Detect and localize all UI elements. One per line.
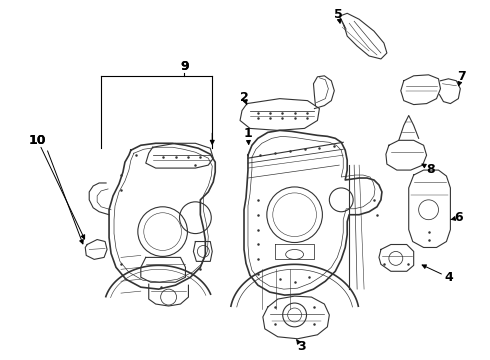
Text: 8: 8 — [426, 163, 435, 176]
Text: 6: 6 — [454, 211, 463, 224]
Text: 2: 2 — [240, 91, 248, 104]
Text: 9: 9 — [180, 60, 189, 73]
Text: 10: 10 — [29, 134, 47, 147]
Text: 4: 4 — [444, 271, 453, 284]
Text: 7: 7 — [457, 70, 465, 83]
Text: 1: 1 — [244, 127, 252, 140]
Text: 10: 10 — [29, 134, 47, 147]
Text: 5: 5 — [334, 8, 343, 21]
Text: 3: 3 — [297, 340, 306, 353]
Text: 9: 9 — [180, 60, 189, 73]
